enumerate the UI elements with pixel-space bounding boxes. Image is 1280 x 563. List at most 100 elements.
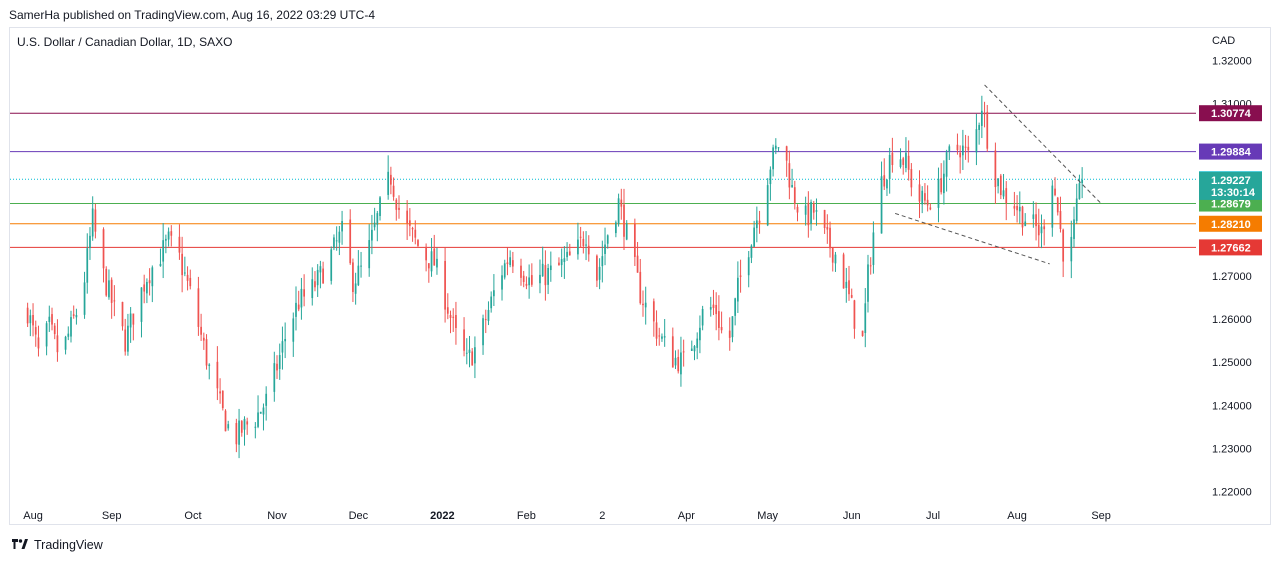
candle-body (810, 202, 812, 224)
candle-body (444, 260, 446, 310)
candle-body (240, 421, 243, 433)
candle-body (625, 223, 628, 240)
candle-body (311, 279, 314, 299)
candle-body (888, 155, 891, 180)
candle-body (243, 418, 246, 430)
candle-body (121, 301, 124, 327)
candle-body (29, 315, 32, 324)
candle-body (75, 315, 78, 318)
candle-body (579, 236, 582, 238)
candle-body (728, 330, 731, 338)
candle-body (189, 277, 192, 287)
candle-body (455, 315, 457, 329)
candle-body (1032, 214, 1035, 219)
x-tick-label: 2 (599, 510, 605, 522)
candle-body (606, 235, 609, 244)
candle-body (446, 307, 449, 314)
candle-body (162, 240, 165, 262)
y-tick-label: 1.27000 (1212, 271, 1252, 283)
candle-body (633, 223, 636, 257)
candle-body (999, 175, 1002, 196)
candle-body (1054, 188, 1056, 196)
candle-body (831, 247, 834, 263)
candle-body (427, 263, 430, 269)
candle-body (140, 287, 143, 322)
candle-body (132, 313, 135, 325)
candle-body (753, 227, 755, 247)
candle-body (560, 259, 563, 266)
candle-body (617, 198, 620, 225)
candle-body (425, 246, 427, 261)
candle-body (335, 240, 338, 242)
candle-body (747, 257, 750, 276)
candle-body (83, 282, 86, 315)
candle-body (181, 253, 184, 276)
y-tick-label: 1.24000 (1212, 400, 1252, 412)
candle-body (490, 296, 493, 309)
price-badge (1199, 239, 1262, 256)
candle-body (216, 361, 219, 389)
last-price-label: 1.29227 (1211, 175, 1251, 187)
candle-body (943, 173, 945, 194)
candle-body (349, 219, 352, 264)
candle-body (961, 145, 964, 156)
candle-body (297, 304, 300, 310)
x-tick-label: Dec (349, 510, 369, 522)
candle-body (568, 251, 571, 256)
candle-body (791, 185, 793, 187)
candle-body (926, 199, 929, 206)
candle-body (202, 337, 205, 341)
candle-body (417, 240, 419, 246)
candle-body (812, 203, 815, 213)
candle-body (848, 280, 850, 295)
candle-body (547, 267, 549, 285)
candle-body (64, 336, 67, 350)
candle-body (582, 238, 585, 247)
candle-body (341, 221, 343, 232)
candle-body (511, 260, 514, 267)
countdown-label: 13:30:14 (1211, 187, 1256, 199)
candle-body (677, 356, 680, 372)
candle-body (585, 244, 587, 246)
candle-body (986, 111, 989, 149)
candle-body (850, 295, 853, 298)
candle-body (736, 277, 739, 302)
candle-body (262, 407, 265, 415)
x-tick-label: Jun (843, 510, 861, 522)
candle-body (281, 341, 284, 353)
candle-body (671, 336, 674, 368)
candle-body (1062, 229, 1065, 262)
candle-body (598, 266, 601, 280)
candle-body (615, 222, 617, 234)
candle-body (167, 231, 170, 240)
candle-body (924, 193, 926, 201)
candle-body (980, 110, 983, 126)
candle-body (200, 326, 202, 335)
candle-body (845, 281, 848, 288)
x-tick-label: Sep (102, 510, 122, 522)
x-tick-label: Aug (1007, 510, 1027, 522)
trendline (894, 212, 1050, 265)
candle-body (1043, 226, 1046, 230)
candle-body (636, 255, 639, 273)
x-tick-label: Nov (267, 510, 287, 522)
tradingview-footer[interactable]: TradingView (9, 538, 103, 552)
x-tick-label: Feb (517, 510, 536, 522)
candle-body (352, 262, 354, 293)
symbol-title[interactable]: U.S. Dollar / Canadian Dollar, 1D, SAXO (17, 35, 233, 49)
candle-body (124, 329, 127, 352)
candle-body (755, 220, 758, 229)
candle-body (682, 351, 685, 353)
candle-body (465, 352, 468, 354)
candle-body (387, 171, 390, 195)
candle-body (506, 262, 509, 265)
candle-body (891, 152, 894, 166)
candle-body (967, 146, 970, 151)
candle-body (146, 281, 148, 294)
candle-body (373, 222, 376, 228)
y-tick-label: 1.22000 (1212, 487, 1252, 499)
candle-body (183, 272, 186, 274)
candle-body (360, 265, 362, 267)
candle-body (170, 231, 173, 236)
